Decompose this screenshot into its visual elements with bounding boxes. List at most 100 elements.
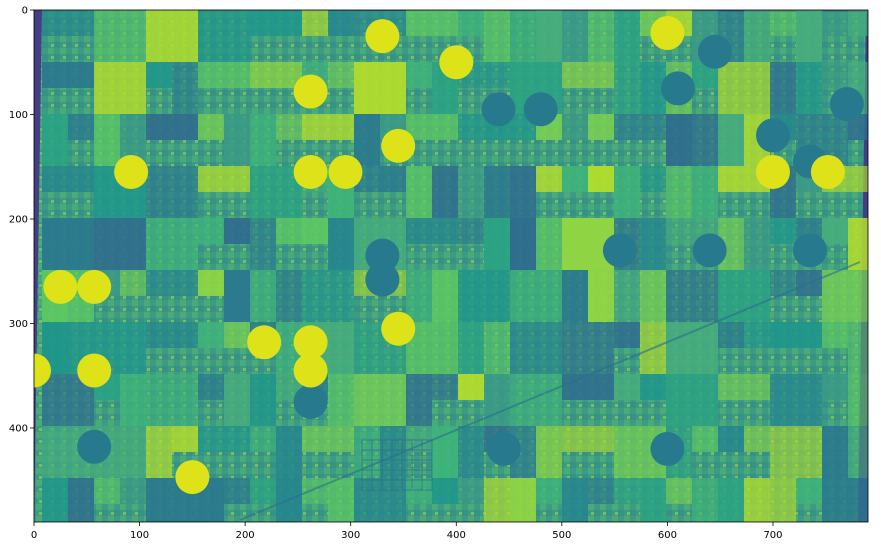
x-axis: 0 100 200 300 400 500 600 700 (31, 522, 783, 541)
pivot-field-dark (486, 431, 521, 466)
field-patch (380, 166, 406, 192)
field-patch (822, 218, 848, 244)
field-patch (614, 166, 640, 218)
field-patch (796, 62, 822, 114)
field-patch (536, 10, 562, 62)
field-patch (822, 270, 868, 322)
field-patch (250, 166, 302, 218)
pivot-field-dark (602, 233, 637, 268)
field-patch (198, 374, 224, 400)
field-patch (458, 426, 484, 478)
field-patch (42, 10, 94, 36)
x-tick-label: 500 (552, 530, 571, 541)
field-patch (796, 10, 822, 62)
pivot-field-dark (692, 233, 727, 268)
field-patch (822, 322, 848, 348)
field-patch (406, 114, 458, 140)
field-patch (432, 374, 458, 400)
field-patch (328, 478, 354, 522)
field-patch (146, 322, 198, 348)
y-axis: 0 100 200 300 400 (9, 6, 34, 434)
pivot-field-dark (829, 87, 864, 122)
field-patch (614, 270, 640, 322)
field-patch (614, 322, 640, 348)
field-patch (302, 478, 328, 504)
field-patch (822, 426, 848, 478)
field-patch (822, 374, 848, 400)
field-patch (562, 166, 588, 192)
field-patch (640, 218, 666, 270)
field-patch (666, 270, 718, 322)
field-patch (744, 10, 770, 62)
field-patch (770, 10, 796, 36)
field-patch (146, 270, 198, 296)
field-patch (562, 374, 614, 400)
field-patch (94, 478, 120, 504)
pivot-field-bright (381, 311, 416, 346)
field-patch (432, 478, 458, 504)
field-patch (406, 374, 432, 426)
field-patch (562, 270, 588, 322)
field-patch (614, 374, 640, 400)
field-patch (120, 374, 146, 426)
field-patch (146, 166, 198, 218)
town-grid (361, 439, 433, 491)
field-patch (666, 218, 692, 244)
field-patch (536, 166, 562, 192)
field-patch (770, 478, 796, 522)
pivot-field-dark (77, 429, 112, 464)
y-tick-label: 300 (9, 319, 28, 330)
field-patch (744, 478, 770, 522)
field-patch (120, 478, 146, 504)
field-patch (328, 374, 354, 426)
pivot-field-dark (481, 92, 516, 127)
field-patch (796, 478, 822, 504)
field-patch (146, 218, 198, 270)
field-patch (458, 114, 484, 140)
pivot-field-bright (293, 325, 328, 360)
field-patch (198, 322, 224, 348)
field-patch (328, 10, 354, 36)
field-patch (510, 374, 562, 426)
field-patch (484, 218, 510, 270)
pivot-field-dark (523, 92, 558, 127)
field-patch (718, 62, 770, 114)
field-patch (562, 322, 614, 374)
pivot-field-bright (175, 460, 210, 495)
field-patch (432, 270, 458, 322)
field-patch (562, 478, 588, 522)
pivot-field-bright (810, 154, 845, 189)
field-patch (302, 218, 328, 244)
field-patch (692, 166, 718, 218)
field-patch (588, 10, 614, 62)
field-patch (406, 270, 432, 322)
field-patch (250, 114, 276, 166)
field-patch (822, 10, 848, 36)
field-patch (562, 426, 614, 452)
field-patch (224, 114, 250, 166)
pivot-field-dark (792, 233, 827, 268)
field-patch (68, 478, 94, 522)
field-patch (458, 270, 510, 322)
field-patch (146, 426, 172, 478)
field-patch (822, 478, 868, 522)
field-patch (718, 478, 744, 522)
field-patch (146, 114, 198, 140)
field-patch (224, 218, 250, 244)
field-patch (406, 478, 432, 504)
pivot-field-dark (365, 262, 400, 297)
field-patch (770, 374, 822, 426)
field-patch (198, 426, 250, 452)
field-patch (666, 478, 692, 504)
field-patch (692, 426, 718, 452)
y-tick-label: 0 (22, 6, 28, 17)
field-patch (666, 374, 718, 426)
field-patch (198, 218, 224, 244)
field-patch (458, 218, 484, 244)
field-patch (718, 322, 744, 348)
y-tick-label: 200 (9, 214, 28, 225)
field-patch (276, 114, 302, 140)
field-patch (302, 270, 354, 322)
x-tick-label: 300 (341, 530, 360, 541)
